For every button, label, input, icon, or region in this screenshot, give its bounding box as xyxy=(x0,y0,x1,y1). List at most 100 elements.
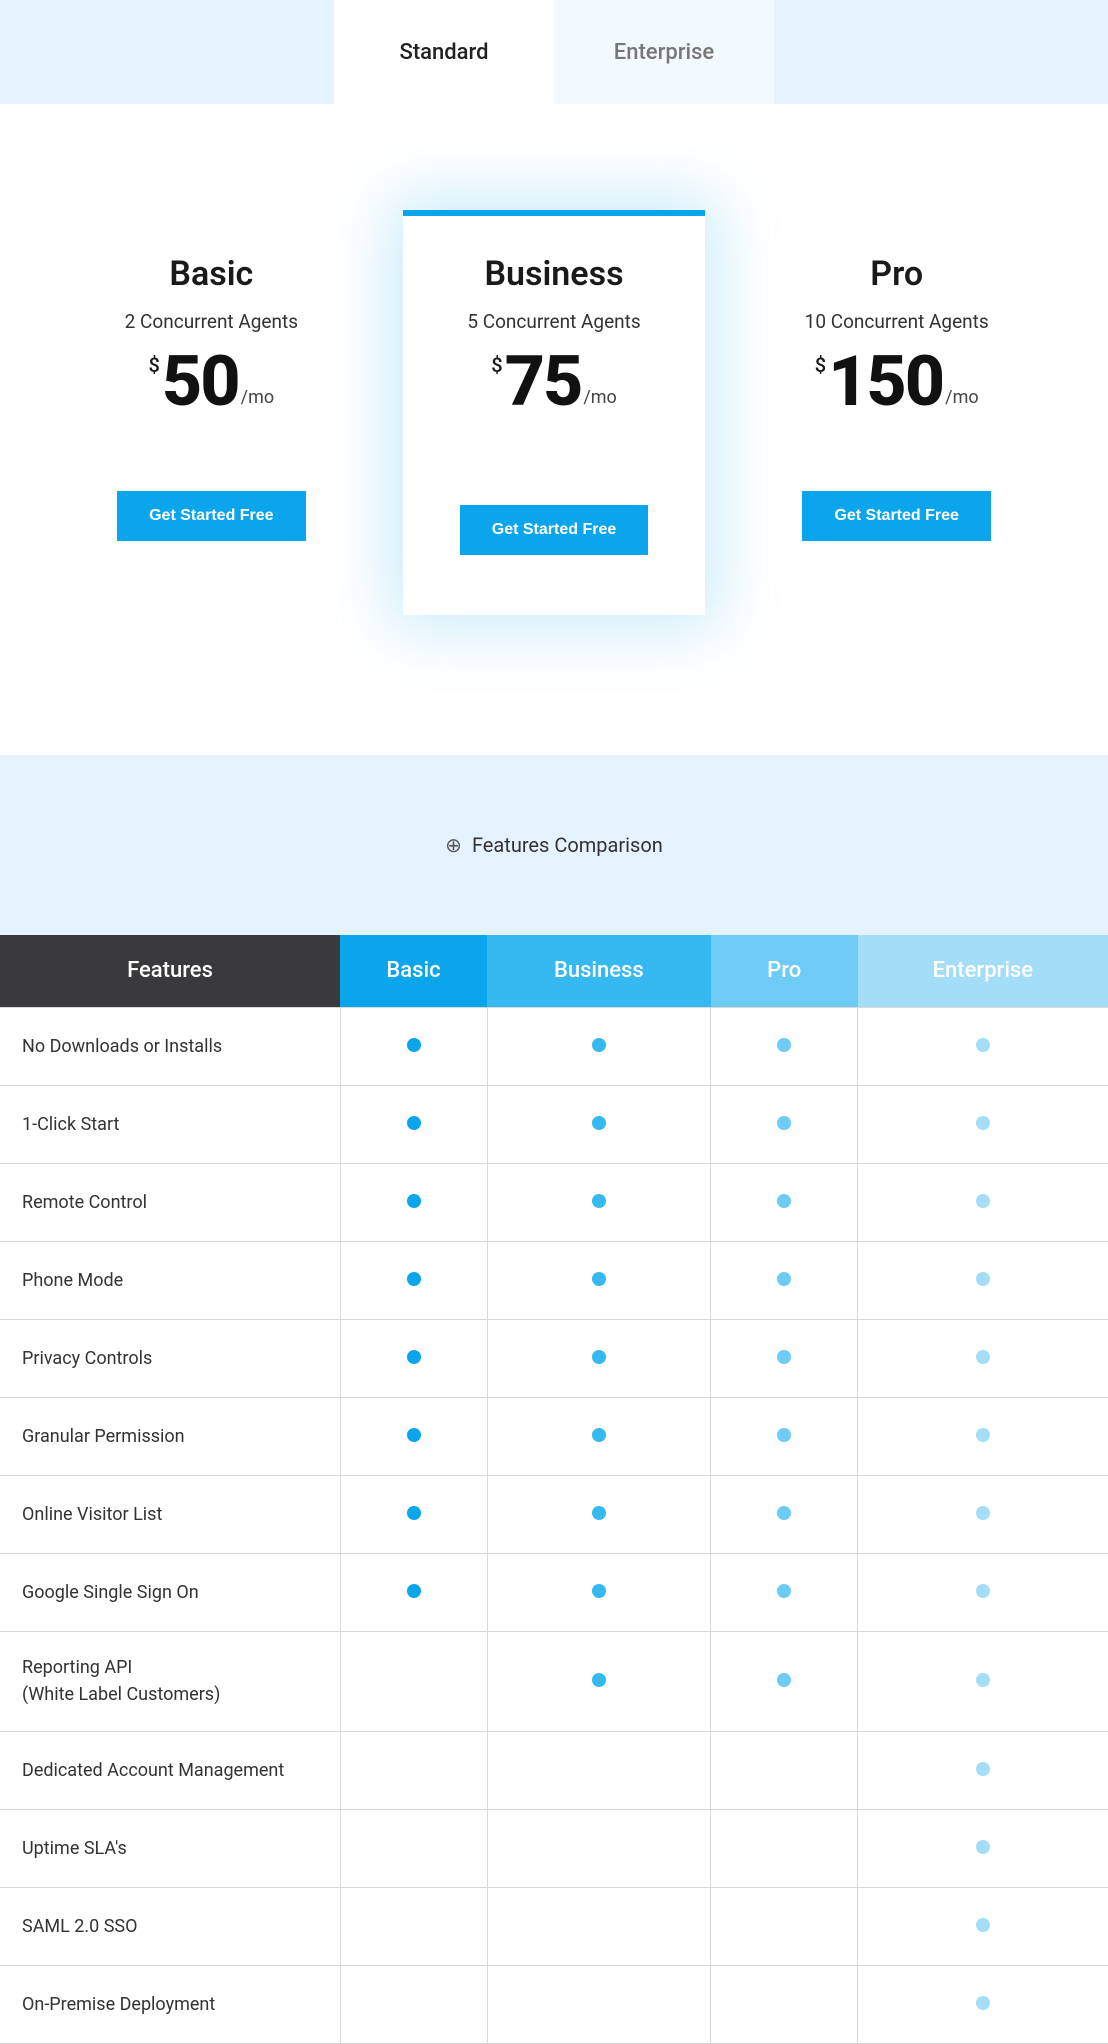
tab-standard[interactable]: Standard xyxy=(334,0,554,104)
features-comparison-table: FeaturesBasicBusinessProEnterprise No Do… xyxy=(0,935,1108,2044)
feature-name: Phone Mode xyxy=(0,1241,340,1319)
check-dot-icon xyxy=(777,1194,791,1208)
feature-check xyxy=(340,1241,487,1319)
feature-name: Uptime SLA's xyxy=(0,1809,340,1887)
check-dot-icon xyxy=(407,1038,421,1052)
table-row: Phone Mode xyxy=(0,1241,1108,1319)
feature-check xyxy=(487,1553,711,1631)
plan-price: $150/mo xyxy=(765,347,1028,417)
check-dot-icon xyxy=(407,1272,421,1286)
plan-subtitle: 2 Concurrent Agents xyxy=(80,310,343,333)
feature-check xyxy=(711,1241,858,1319)
feature-name: Privacy Controls xyxy=(0,1319,340,1397)
tab-enterprise[interactable]: Enterprise xyxy=(554,0,774,104)
feature-check xyxy=(858,1241,1108,1319)
check-dot-icon xyxy=(777,1673,791,1687)
feature-check xyxy=(487,1887,711,1965)
feature-check xyxy=(340,1397,487,1475)
check-dot-icon xyxy=(407,1350,421,1364)
check-dot-icon xyxy=(976,1194,990,1208)
feature-check xyxy=(711,1809,858,1887)
check-dot-icon xyxy=(592,1194,606,1208)
check-dot-icon xyxy=(976,1350,990,1364)
table-row: Online Visitor List xyxy=(0,1475,1108,1553)
feature-check xyxy=(487,1241,711,1319)
feature-name: Granular Permission xyxy=(0,1397,340,1475)
feature-check xyxy=(858,1731,1108,1809)
plan-type-tabs-bar: Standard Enterprise xyxy=(0,0,1108,104)
check-dot-icon xyxy=(976,1918,990,1932)
get-started-button[interactable]: Get Started Free xyxy=(460,505,648,555)
feature-check xyxy=(711,1887,858,1965)
check-dot-icon xyxy=(976,1996,990,2010)
feature-check xyxy=(340,1631,487,1731)
check-dot-icon xyxy=(777,1116,791,1130)
check-dot-icon xyxy=(976,1840,990,1854)
check-dot-icon xyxy=(407,1428,421,1442)
check-dot-icon xyxy=(407,1584,421,1598)
feature-check xyxy=(487,1809,711,1887)
feature-check xyxy=(858,1007,1108,1085)
check-dot-icon xyxy=(407,1116,421,1130)
table-row: On-Premise Deployment xyxy=(0,1965,1108,2043)
currency-symbol: $ xyxy=(491,355,502,375)
feature-name: No Downloads or Installs xyxy=(0,1007,340,1085)
feature-check xyxy=(340,1965,487,2043)
check-dot-icon xyxy=(976,1506,990,1520)
check-dot-icon xyxy=(592,1673,606,1687)
feature-check xyxy=(711,1965,858,2043)
plan-business: Business 5 Concurrent Agents $75/mo Get Sta… xyxy=(403,210,706,615)
feature-check xyxy=(858,1085,1108,1163)
feature-check xyxy=(711,1319,858,1397)
feature-check xyxy=(858,1809,1108,1887)
feature-name: Online Visitor List xyxy=(0,1475,340,1553)
feature-check xyxy=(711,1731,858,1809)
feature-check xyxy=(487,1163,711,1241)
feature-check xyxy=(858,1631,1108,1731)
check-dot-icon xyxy=(777,1584,791,1598)
get-started-button[interactable]: Get Started Free xyxy=(802,491,990,541)
plan-title: Business xyxy=(423,254,686,294)
feature-name: On-Premise Deployment xyxy=(0,1965,340,2043)
column-header-features: Features xyxy=(0,935,340,1007)
feature-check xyxy=(858,1319,1108,1397)
currency-symbol: $ xyxy=(149,355,160,375)
feature-name: Dedicated Account Management xyxy=(0,1731,340,1809)
plan-type-tabs: Standard Enterprise xyxy=(334,0,774,104)
price-period: /mo xyxy=(945,389,978,407)
feature-check xyxy=(711,1085,858,1163)
table-row: Reporting API(White Label Customers) xyxy=(0,1631,1108,1731)
check-dot-icon xyxy=(976,1038,990,1052)
check-dot-icon xyxy=(407,1506,421,1520)
crosshair-icon: ⊕ xyxy=(445,833,462,857)
check-dot-icon xyxy=(976,1673,990,1687)
feature-check xyxy=(711,1397,858,1475)
feature-check xyxy=(340,1731,487,1809)
plan-title: Pro xyxy=(765,254,1028,294)
feature-check xyxy=(858,1965,1108,2043)
check-dot-icon xyxy=(592,1428,606,1442)
feature-check xyxy=(858,1397,1108,1475)
plan-subtitle: 5 Concurrent Agents xyxy=(423,310,686,333)
feature-check xyxy=(858,1163,1108,1241)
check-dot-icon xyxy=(976,1272,990,1286)
plan-price: $75/mo xyxy=(423,347,686,417)
feature-check xyxy=(340,1319,487,1397)
feature-check xyxy=(711,1553,858,1631)
feature-check xyxy=(487,1731,711,1809)
price-value: 75 xyxy=(505,347,582,417)
currency-symbol: $ xyxy=(815,355,826,375)
feature-name: SAML 2.0 SSO xyxy=(0,1887,340,1965)
plan-pro: Pro10 Concurrent Agents$150/moGet Starte… xyxy=(745,224,1048,615)
plan-title: Basic xyxy=(80,254,343,294)
price-period: /mo xyxy=(241,389,274,407)
feature-check xyxy=(340,1553,487,1631)
check-dot-icon xyxy=(407,1194,421,1208)
get-started-button[interactable]: Get Started Free xyxy=(117,491,305,541)
table-row: Google Single Sign On xyxy=(0,1553,1108,1631)
feature-check xyxy=(487,1007,711,1085)
check-dot-icon xyxy=(976,1116,990,1130)
feature-check xyxy=(340,1085,487,1163)
check-dot-icon xyxy=(777,1428,791,1442)
feature-check xyxy=(858,1475,1108,1553)
